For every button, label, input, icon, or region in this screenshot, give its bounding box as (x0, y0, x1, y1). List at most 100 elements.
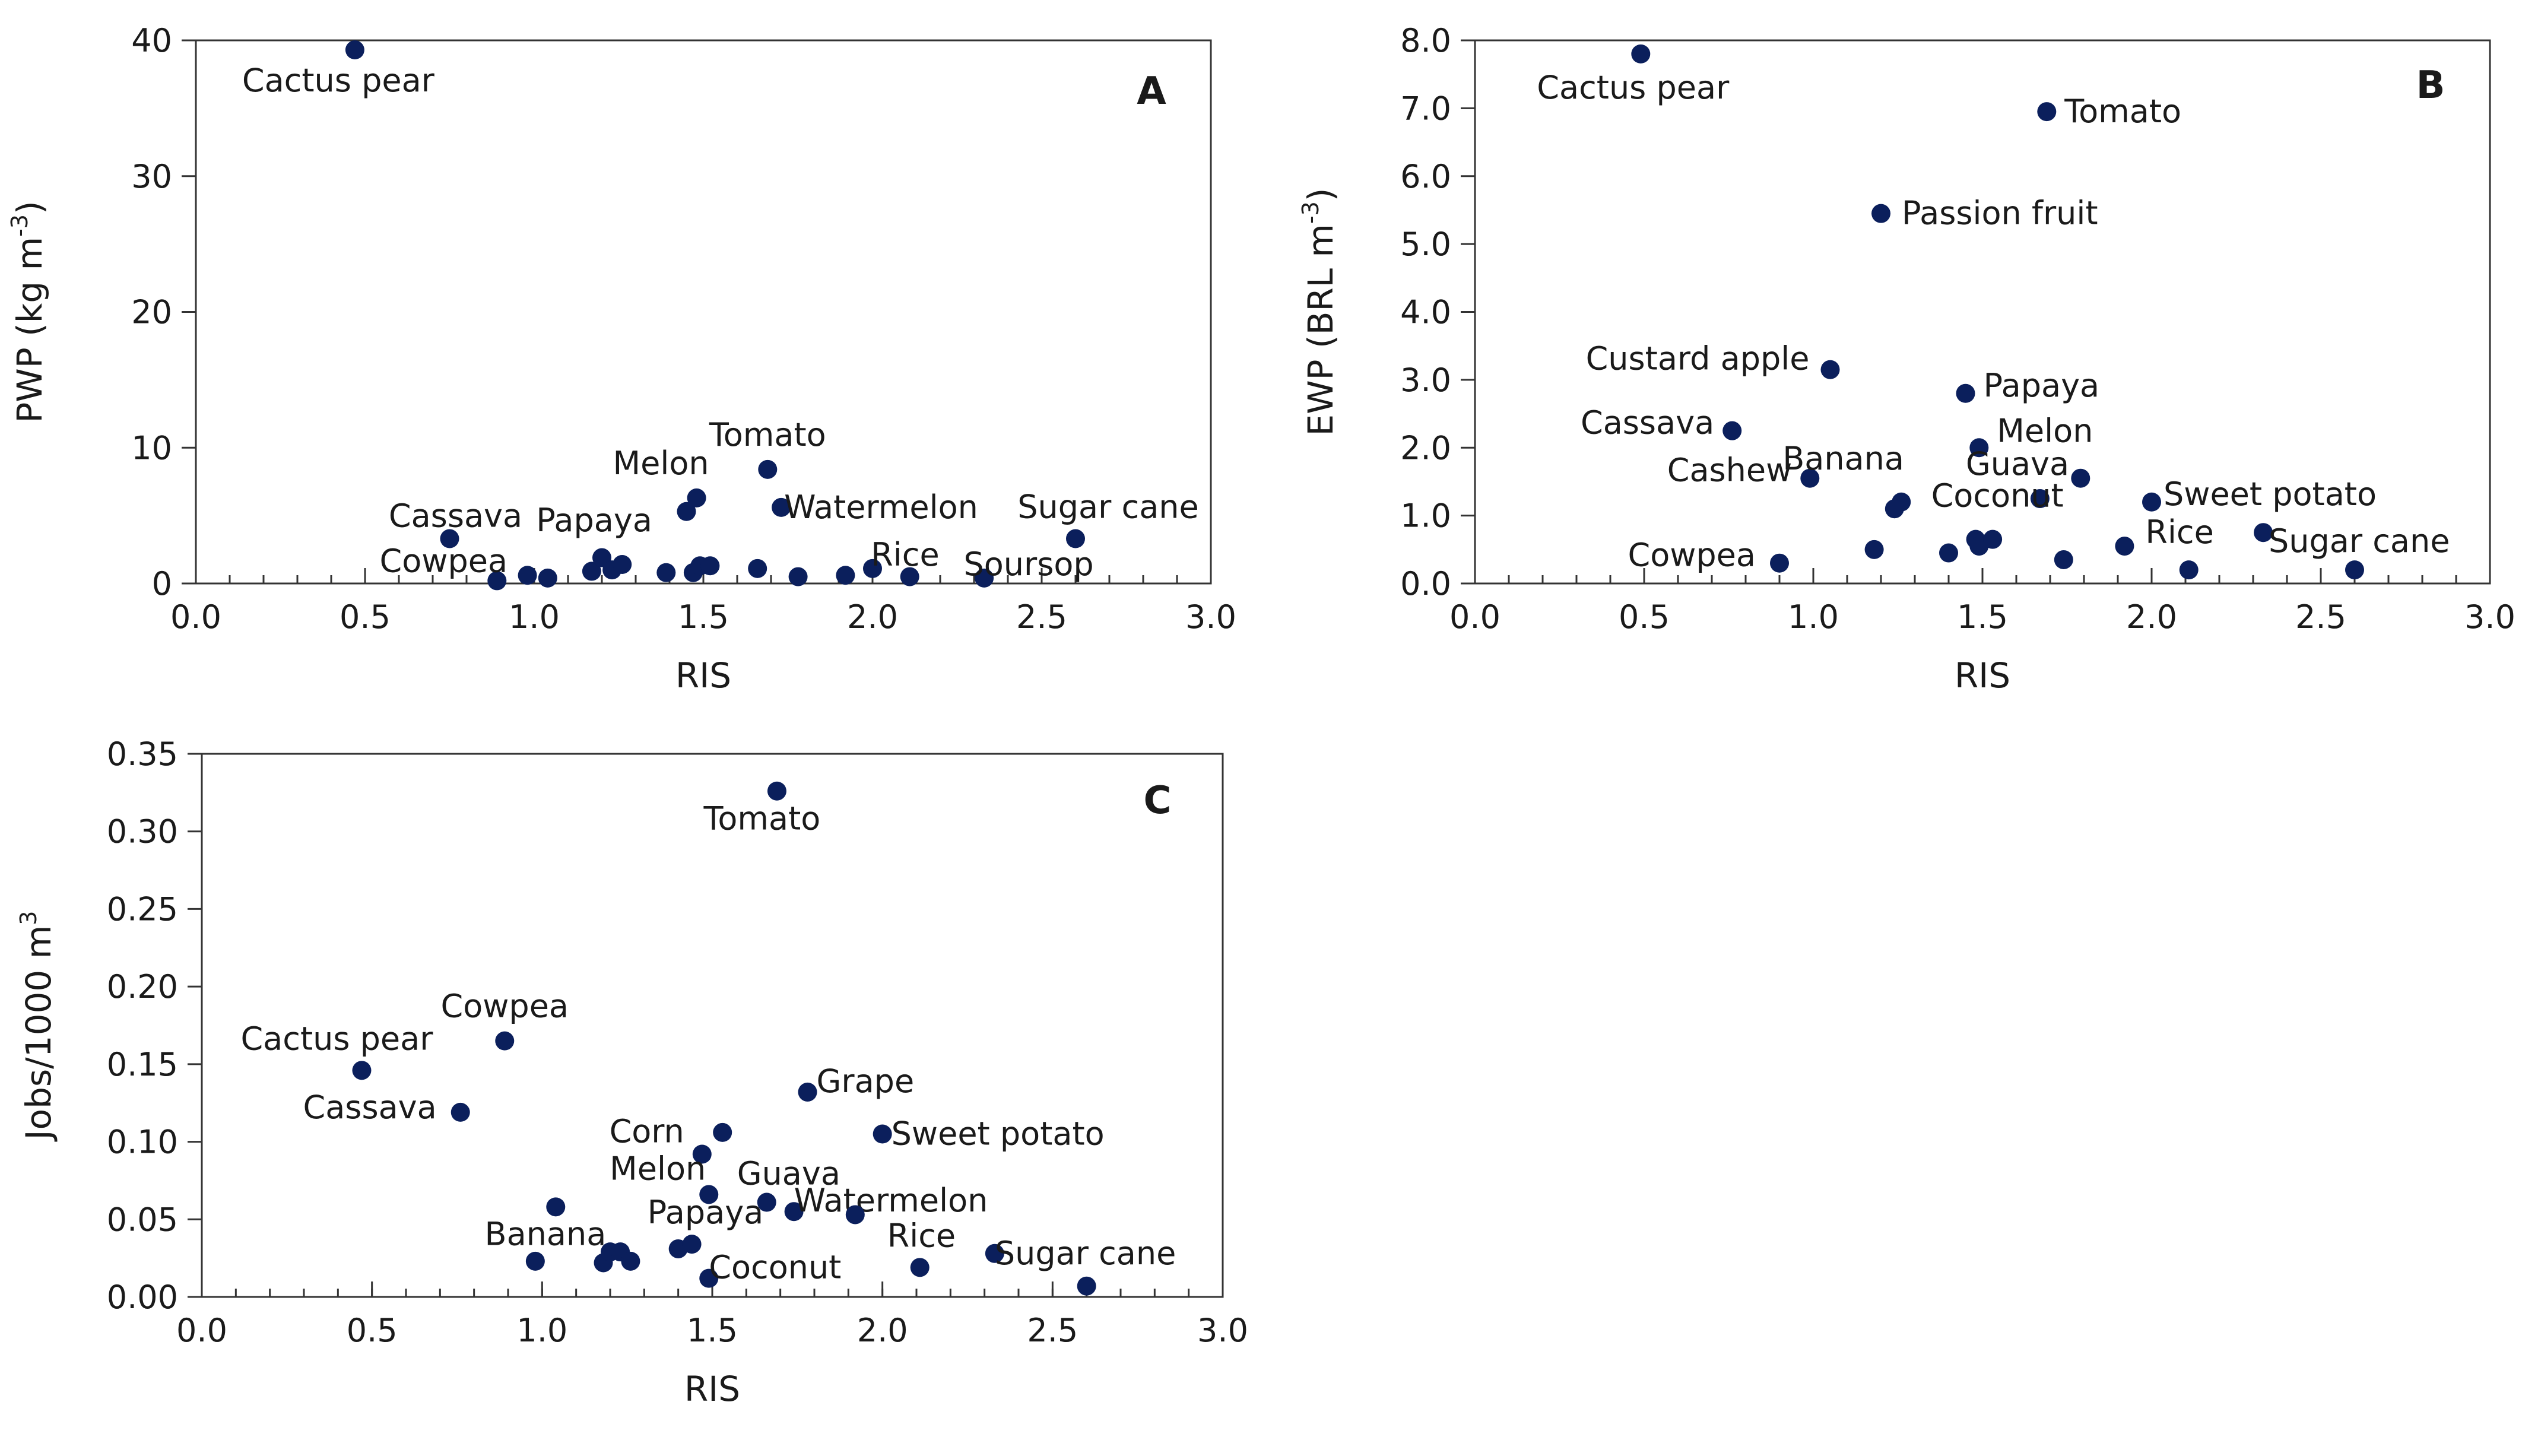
data-point (582, 562, 601, 581)
point-label-cactus-pear: Cactus pear (1537, 69, 1730, 106)
point-label-sugar-cane: Sugar cane (1017, 488, 1198, 526)
panel-b-y-tick-label: 6.0 (1400, 158, 1451, 195)
data-point-guava (2030, 489, 2050, 509)
point-label-rice: Rice (887, 1217, 956, 1254)
panel-a-x-tick-label: 3.0 (1185, 598, 1236, 636)
panel-b-y-tick-label: 4.0 (1400, 294, 1451, 331)
panel-b-x-axis-title: RIS (1955, 655, 2010, 696)
panel-a-y-axis-title: PWP (kg m-3) (7, 201, 50, 423)
panel-b-ewp-chart: 0.0 0.5 1.0 1.5 2.0 2.5 3.0 0.0 1.0 2.0 3.0 4.0 5.0 6… (1298, 22, 2515, 696)
panel-c-y-tick-label: 0.15 (107, 1046, 178, 1083)
point-label-cassava: Cassava (389, 497, 522, 535)
panel-a-y-tick-label: 20 (131, 294, 172, 331)
data-point (1939, 543, 1958, 563)
point-label-melon: Melon (1997, 412, 2093, 449)
panel-c-jobs-chart: 0.0 0.5 1.0 1.5 2.0 2.5 3.0 0.00 0.05 0.10 0.15 0.2… (15, 735, 1248, 1409)
data-point (546, 1197, 566, 1217)
data-point-tomato (758, 459, 778, 479)
data-point (1983, 529, 2003, 549)
panel-b-y-tick-label: 3.0 (1400, 361, 1451, 399)
panel-b-x-tick-label: 0.0 (1449, 598, 1501, 636)
point-label-banana: Banana (485, 1215, 607, 1252)
point-label-sweet-potato: Sweet potato (2164, 475, 2377, 513)
panel-a-x-axis-title: RIS (675, 655, 731, 696)
data-point (788, 567, 808, 586)
point-label-papaya: Papaya (536, 502, 652, 539)
data-point (518, 566, 537, 585)
panel-c-y-tick-label: 0.20 (107, 968, 178, 1005)
data-point (900, 567, 919, 586)
data-point-cowpea (495, 1031, 515, 1051)
data-point-cashew (1800, 468, 1820, 488)
data-point-sweet-potato (2142, 492, 2161, 512)
data-point-papaya (682, 1235, 702, 1254)
point-label-sugar-cane: Sugar cane (995, 1235, 1176, 1272)
panel-a-x-tick-label: 1.5 (678, 598, 729, 636)
point-label-grape: Grape (817, 1062, 915, 1100)
panel-c-y-tick-label: 0.00 (107, 1279, 178, 1316)
data-point (700, 556, 720, 576)
point-label-watermelon: Watermelon (794, 1182, 988, 1219)
panel-b-x-tick-label: 2.0 (2126, 598, 2177, 636)
panel-c-y-axis-title: Jobs/1000 m3 (15, 911, 59, 1142)
panel-a-y-tick-label: 0 (152, 565, 172, 602)
data-point (836, 566, 855, 585)
data-point-cowpea (1770, 553, 1789, 573)
panel-a-x-tick-label: 2.0 (847, 598, 898, 636)
panel-c-y-tick-label: 0.05 (107, 1201, 178, 1238)
point-label-melon: Melon (610, 1150, 706, 1187)
data-point-cassava (451, 1102, 470, 1122)
panel-a-letter: A (1137, 69, 1166, 113)
data-point (621, 1251, 640, 1271)
panel-b-y-tick-label: 8.0 (1400, 22, 1451, 59)
data-point-melon (1969, 438, 1989, 458)
panel-c-x-tick-label: 3.0 (1197, 1312, 1248, 1349)
data-point-sweet-potato (873, 1124, 892, 1144)
panel-c-y-tick-label: 0.25 (107, 890, 178, 928)
data-point (525, 1251, 545, 1271)
data-point-watermelon (784, 1202, 804, 1222)
data-point (613, 554, 632, 574)
data-point (2071, 468, 2090, 488)
panel-a-x-tick-label: 0.5 (340, 598, 391, 636)
data-point-watermelon (772, 497, 791, 517)
data-point-cactus-pear (1631, 44, 1651, 64)
point-label-cowpea: Cowpea (441, 988, 569, 1025)
panel-c-x-tick-label: 2.5 (1027, 1312, 1078, 1349)
panel-c-y-tick-label: 0.30 (107, 813, 178, 851)
data-point-rice (2115, 537, 2134, 556)
panel-a-y-tick-label: 30 (131, 158, 172, 195)
data-point-passion-fruit (1871, 204, 1890, 223)
data-point-rice (910, 1258, 930, 1277)
point-label-tomato: Tomato (703, 800, 821, 838)
data-point (845, 1205, 865, 1225)
data-point (677, 502, 696, 521)
point-label-cactus-pear: Cactus pear (242, 62, 435, 99)
point-label-sugar-cane: Sugar cane (2269, 522, 2450, 560)
panel-c-x-tick-label: 0.5 (347, 1312, 398, 1349)
point-label-guava: Guava (737, 1155, 840, 1192)
data-point-sugar-cane (1066, 529, 1085, 548)
panel-b-letter: B (2416, 64, 2445, 107)
point-label-melon: Melon (613, 445, 709, 482)
point-label-rice: Rice (2145, 513, 2213, 551)
panel-c-x-axis-title: RIS (684, 1369, 740, 1409)
data-point (1864, 540, 1884, 559)
data-point-cactus-pear (352, 1061, 372, 1080)
panel-b-x-tick-label: 0.5 (1619, 598, 1670, 636)
data-point-grape (798, 1082, 817, 1102)
panel-a-pwp-chart: 0.0 0.5 1.0 1.5 2.0 2.5 3.0 0 10 20 30 40 RIS PWP (kg… (7, 22, 1236, 696)
data-point (2054, 550, 2073, 569)
panel-c-x-tick-label: 1.0 (516, 1312, 567, 1349)
data-point-cassava (1722, 421, 1742, 440)
point-label-cassava: Cassava (303, 1089, 437, 1126)
panel-c-x-tick-label: 2.0 (857, 1312, 908, 1349)
data-point-rice (863, 559, 882, 578)
panel-c-y-tick-label: 0.35 (107, 735, 178, 773)
point-label-tomato: Tomato (2064, 93, 2181, 130)
data-point-sugar-cane (2345, 560, 2364, 580)
point-label-papaya: Papaya (648, 1194, 764, 1231)
panel-b-y-axis-title: EWP (BRL m-3) (1298, 188, 1341, 436)
panel-a-x-tick-label: 1.0 (509, 598, 560, 636)
data-point-papaya (1956, 383, 1975, 403)
